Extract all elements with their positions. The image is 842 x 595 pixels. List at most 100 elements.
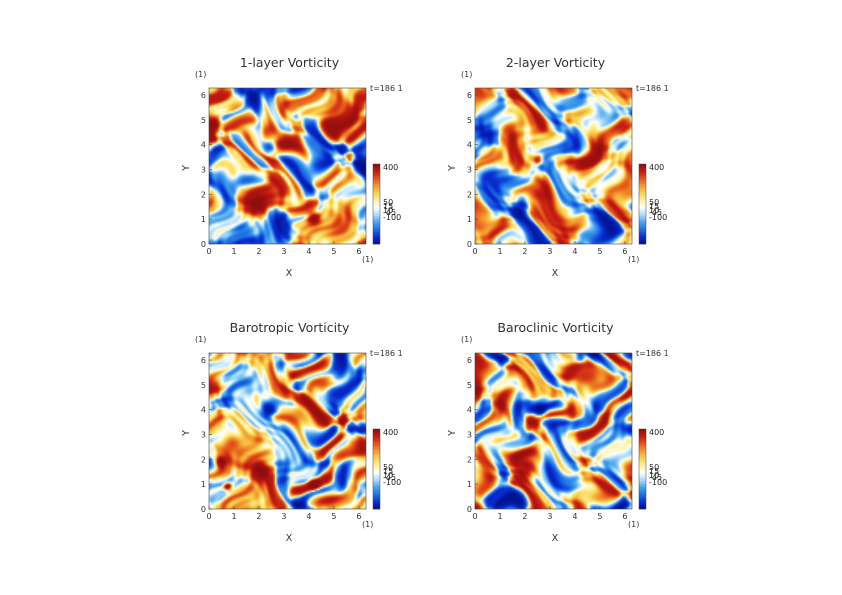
colorbar-swatch (373, 172, 380, 175)
colorbar-swatch (373, 184, 380, 187)
x-tick-label: 3 (281, 247, 286, 256)
y-tick-label: 3 (467, 166, 472, 175)
colorbar-swatch (639, 168, 646, 171)
colorbar-swatch (639, 214, 646, 217)
x-tick-label: 0 (206, 512, 211, 521)
y-tick-label: 4 (201, 406, 206, 415)
x-tick-label: 1 (497, 247, 502, 256)
colorbar-swatch (373, 447, 380, 450)
colorbar-swatch (373, 186, 380, 189)
colorbar-swatch (373, 212, 380, 215)
x-tick-label: 5 (597, 247, 602, 256)
colorbar-swatch (373, 477, 380, 480)
colorbar-swatch (373, 499, 380, 502)
colorbar-frame (638, 428, 647, 510)
colorbar-swatch (373, 505, 380, 508)
colorbar-swatch (639, 174, 646, 177)
x-tick-label: 6 (356, 247, 361, 256)
colorbar-swatch (373, 481, 380, 484)
colorbar-label: -100 (649, 213, 667, 222)
colorbar-swatch (639, 172, 646, 175)
y-unit-label: (1) (195, 335, 206, 344)
colorbar-label: 400 (649, 163, 664, 172)
colorbar-swatch (373, 503, 380, 506)
y-tick-label: 1 (467, 480, 472, 489)
colorbar-swatch (373, 435, 380, 438)
colorbar-swatch (639, 202, 646, 205)
colorbar-swatch (639, 473, 646, 476)
colorbar-swatch (639, 451, 646, 454)
plot-frame (208, 87, 367, 245)
colorbar-swatch (373, 238, 380, 241)
x-tick-label: 6 (356, 512, 361, 521)
x-axis-label: X (286, 268, 293, 279)
colorbar-label: -100 (383, 478, 401, 487)
colorbar-swatch (639, 467, 646, 470)
time-label: t=186 1 (370, 349, 403, 358)
x-tick-label: 2 (256, 512, 261, 521)
colorbar-swatch (373, 451, 380, 454)
colorbar-swatch (639, 242, 646, 245)
colorbar-swatch (639, 485, 646, 488)
chart-title: Barotropic Vorticity (230, 320, 350, 335)
x-tick-label: 4 (572, 247, 577, 256)
colorbar-swatch (373, 459, 380, 462)
y-tick-label: 5 (201, 116, 206, 125)
y-unit-label: (1) (195, 70, 206, 79)
x-tick-label: 2 (522, 247, 527, 256)
colorbar-swatch (639, 194, 646, 197)
colorbar-label: -45 (383, 208, 396, 217)
y-tick-label: 3 (201, 431, 206, 440)
x-tick-label: 0 (472, 247, 477, 256)
colorbar-label: 400 (383, 428, 398, 437)
y-unit-label: (1) (461, 335, 472, 344)
x-unit-label: (1) (362, 255, 373, 264)
colorbar-swatch (639, 507, 646, 510)
colorbar-swatch (639, 180, 646, 183)
vorticity-heatmap (209, 353, 366, 509)
y-tick-label: 1 (201, 215, 206, 224)
colorbar-swatch (639, 212, 646, 215)
colorbar-swatch (639, 463, 646, 466)
x-axis-label: X (552, 268, 559, 279)
x-tick-label: 1 (231, 247, 236, 256)
x-axis-label: X (286, 533, 293, 544)
colorbar-swatch (373, 501, 380, 504)
chart-panel: 1-layer Vorticity (1) (1) t=186 1 0 1 2 3 4 5 6 0 1 2… (181, 55, 403, 279)
x-tick-label: 4 (306, 247, 311, 256)
colorbar-swatch (373, 226, 380, 229)
colorbar-swatch (373, 200, 380, 203)
colorbar-label: 50 (649, 198, 659, 207)
colorbar-label: -45 (383, 473, 396, 482)
colorbar-swatch (373, 431, 380, 434)
colorbar-swatch (373, 224, 380, 227)
colorbar-swatch (373, 469, 380, 472)
colorbar-swatch (639, 226, 646, 229)
time-label: t=186 1 (370, 84, 403, 93)
chart-title: 1-layer Vorticity (240, 55, 340, 70)
y-tick-label: 4 (201, 141, 206, 150)
colorbar-label: 15 (383, 467, 393, 476)
colorbar-swatch (639, 224, 646, 227)
colorbar-swatch (373, 461, 380, 464)
colorbar-swatch (373, 487, 380, 490)
colorbar-swatch (373, 473, 380, 476)
colorbar-swatch (639, 236, 646, 239)
x-tick-label: 2 (256, 247, 261, 256)
colorbar-frame (638, 163, 647, 245)
colorbar-swatch (639, 228, 646, 231)
colorbar-swatch (639, 234, 646, 237)
colorbar-swatch (373, 194, 380, 197)
colorbar-swatch (373, 479, 380, 482)
y-tick-label: 6 (467, 356, 472, 365)
colorbar-swatch (373, 188, 380, 191)
colorbar-swatch (373, 495, 380, 498)
colorbar-swatch (373, 192, 380, 195)
colorbar-swatch (639, 443, 646, 446)
colorbar-swatch (639, 501, 646, 504)
colorbar-label: 10 (649, 471, 659, 480)
x-tick-label: 0 (472, 512, 477, 521)
colorbar-swatch (639, 469, 646, 472)
y-tick-label: 4 (467, 141, 472, 150)
x-tick-label: 0 (206, 247, 211, 256)
